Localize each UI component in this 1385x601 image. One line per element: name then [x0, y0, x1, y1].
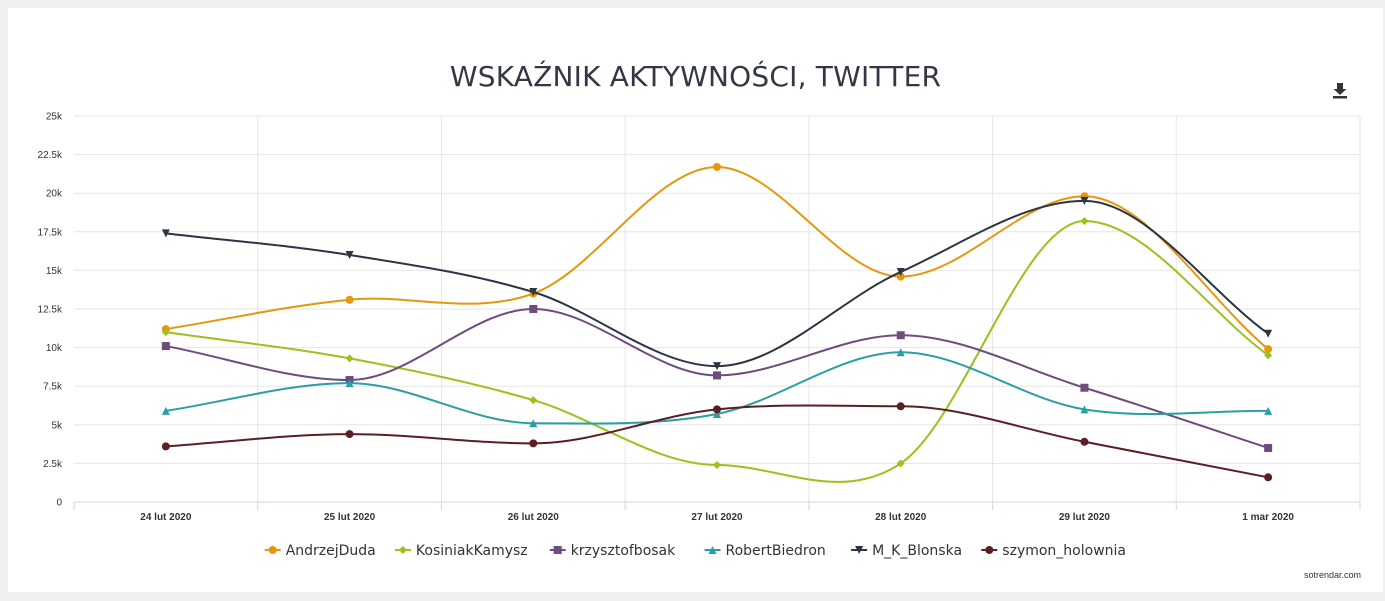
data-point	[1264, 406, 1273, 415]
legend-symbol	[268, 546, 277, 554]
data-point	[1264, 345, 1273, 354]
credits-text: sotrendar.com	[1303, 570, 1361, 580]
y-tick-label: 15k	[46, 266, 63, 277]
data-point	[713, 362, 721, 371]
x-tick-label: 24 lut 2020	[140, 512, 192, 523]
legend-item[interactable]: M_K_Blonska	[851, 543, 962, 559]
legend-symbol	[398, 546, 407, 554]
data-point	[529, 419, 538, 428]
legend: AndrzejDuda KosiniakKamysz krzysztofbosak R…	[264, 543, 1126, 559]
legend-item[interactable]: RobertBiedron	[704, 543, 826, 559]
y-tick-label: 22.5k	[38, 150, 63, 161]
data-point	[345, 250, 354, 259]
data-point	[896, 348, 905, 357]
data-point	[1080, 405, 1089, 414]
series-line	[165, 219, 1269, 483]
data-point	[713, 409, 721, 418]
data-point	[896, 459, 905, 468]
legend-symbol	[708, 546, 717, 554]
data-point	[161, 406, 170, 415]
legend-label: krzysztofbosak	[571, 543, 676, 559]
data-point	[713, 162, 721, 171]
series-kosiniakkamysz[interactable]	[161, 216, 1273, 483]
data-point	[345, 430, 354, 439]
data-point	[1080, 437, 1089, 446]
y-tick-label: 12.5k	[38, 305, 63, 316]
legend-label: KosiniakKamysz	[416, 543, 528, 559]
grid-lines	[74, 115, 1361, 502]
x-tick-label: 25 lut 2020	[324, 512, 376, 523]
x-tick-label: 26 lut 2020	[508, 512, 560, 523]
x-tick-label: 27 lut 2020	[691, 512, 743, 523]
chart-card: 0 2.5k 5k 7.5k 10k 12.5k 15k 17.5k 20k 22.5k 25k 24…	[8, 8, 1383, 592]
legend-symbol	[855, 546, 864, 554]
data-point	[713, 405, 721, 414]
legend-item[interactable]: szymon_holownia	[981, 543, 1126, 559]
data-point	[896, 402, 905, 411]
download-button[interactable]	[1330, 80, 1350, 100]
data-point	[161, 342, 170, 351]
data-point	[345, 379, 354, 388]
legend-symbol	[553, 546, 562, 554]
x-tick-label: 29 lut 2020	[1059, 512, 1111, 523]
series-line	[165, 199, 1269, 368]
y-tick-label: 10k	[46, 343, 63, 354]
data-point	[713, 460, 721, 469]
chart-area: 0 2.5k 5k 7.5k 10k 12.5k 15k 17.5k 20k 22.5k 25k 24…	[38, 112, 1361, 559]
legend-label: szymon_holownia	[1002, 543, 1126, 559]
y-tick-label: 2.5k	[43, 459, 63, 470]
y-tick-label: 0	[56, 498, 62, 509]
series-andrzejduda[interactable]	[161, 162, 1273, 354]
data-point	[161, 328, 170, 337]
data-point	[161, 229, 170, 238]
data-point	[896, 331, 905, 340]
chart-title: WSKAŹNIK AKTYWNOŚCI, TWITTER	[449, 60, 942, 93]
legend-item[interactable]: krzysztofbosak	[549, 543, 676, 559]
series-krzysztofbosak[interactable]	[161, 305, 1273, 452]
legend-item[interactable]: KosiniakKamysz	[394, 543, 528, 559]
series-szymon-holownia[interactable]	[161, 402, 1273, 482]
y-tick-label: 7.5k	[43, 382, 63, 393]
legend-symbol	[985, 546, 994, 554]
data-point	[345, 295, 354, 304]
legend-item[interactable]: AndrzejDuda	[264, 543, 376, 559]
y-tick-label: 5k	[51, 420, 63, 431]
data-point	[1264, 473, 1273, 482]
legend-label: RobertBiedron	[726, 543, 826, 559]
data-point	[529, 305, 538, 313]
data-point	[713, 371, 721, 380]
data-point	[345, 354, 354, 363]
data-point	[1080, 216, 1089, 225]
series-robertbiedron[interactable]	[161, 348, 1273, 428]
legend-label: AndrzejDuda	[286, 543, 376, 559]
x-tick-label: 28 lut 2020	[875, 512, 927, 523]
data-point	[529, 288, 538, 297]
download-icon	[1333, 83, 1347, 99]
data-point	[1264, 351, 1273, 360]
legend-label: M_K_Blonska	[872, 543, 962, 559]
data-point	[896, 267, 905, 276]
series-m-k-blonska[interactable]	[161, 196, 1273, 371]
data-point	[1264, 329, 1273, 338]
y-tick-label: 20k	[46, 189, 63, 200]
x-tick-label: 1 mar 2020	[1242, 512, 1294, 523]
y-tick-label: 25k	[46, 112, 63, 123]
data-point	[1080, 383, 1089, 392]
y-tick-label: 17.5k	[38, 227, 63, 238]
data-point	[529, 396, 538, 405]
data-point	[529, 439, 538, 448]
data-point	[896, 272, 905, 281]
data-point	[1080, 196, 1089, 205]
data-point	[161, 442, 170, 451]
series-line	[165, 165, 1269, 350]
data-point	[1264, 443, 1273, 452]
